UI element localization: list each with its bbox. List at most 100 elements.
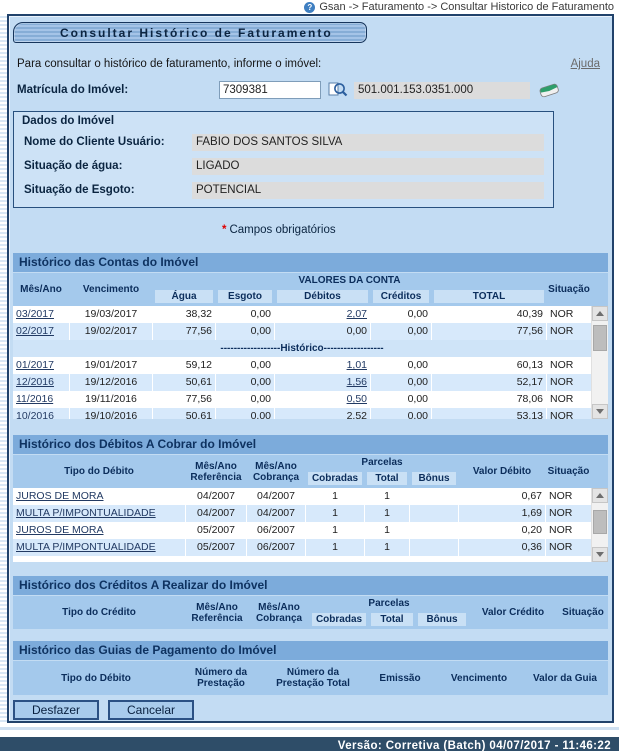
debito-row: MULTA P/IMPONTUALIDADE 05/2007 06/2007 1… — [13, 539, 591, 556]
vertical-scrollbar[interactable] — [591, 488, 608, 562]
col-vencimento: Vencimento — [450, 672, 508, 684]
button-row: Desfazer Cancelar — [13, 700, 612, 720]
esgoto-cell: 0,00 — [250, 359, 271, 371]
matricula-input[interactable] — [219, 81, 321, 99]
historico-separator: ------------------Histórico-------------… — [13, 340, 591, 357]
debito-link[interactable]: 1,01 — [346, 359, 367, 371]
col-tipo-credito: Tipo do Crédito — [62, 607, 136, 618]
guias-section: Histórico das Guias de Pagamento do Imóv… — [13, 641, 608, 695]
tipo-debito-link[interactable]: JUROS DE MORA — [16, 490, 104, 502]
desfazer-button[interactable]: Desfazer — [13, 700, 99, 720]
breadcrumb-bar: ? Gsan -> Faturamento -> Consultar Histo… — [0, 0, 619, 14]
debitos-rows: JUROS DE MORA 04/2007 04/2007 1 1 0,67 N… — [13, 488, 591, 562]
scroll-up-button[interactable] — [592, 488, 608, 503]
scroll-up-button[interactable] — [592, 306, 608, 321]
bonus-cell — [410, 522, 458, 539]
footer-divider — [0, 727, 619, 737]
vencimento-cell: 19/03/2017 — [84, 308, 138, 320]
valor-debito-cell: 1,69 — [459, 505, 545, 522]
col-total: Total — [367, 472, 407, 485]
esgoto-cell: 0,00 — [216, 408, 274, 419]
ajuda-link[interactable]: Ajuda — [570, 58, 600, 70]
debito-row: JUROS DE MORA 05/2007 06/2007 1 1 0,20 N… — [13, 522, 591, 539]
situacao-cell: NOR — [550, 393, 574, 405]
creditos-cell: 0,00 — [407, 393, 428, 405]
col-bonus: Bônus — [418, 613, 466, 626]
valor-debito-cell: 0,36 — [459, 539, 545, 556]
debitos-cell: 2,52 — [275, 408, 370, 419]
scroll-track[interactable] — [592, 321, 608, 404]
parcelas-group: Parcelas Cobradas Total Bônus — [306, 455, 458, 488]
cancelar-button[interactable]: Cancelar — [108, 700, 194, 720]
arrow-up-icon — [596, 493, 604, 498]
conta-row: 02/2017 19/02/2017 77,56 0,00 0,00 0,00 … — [13, 323, 591, 340]
search-icon[interactable] — [328, 81, 348, 99]
referencia-cell: 05/2007 — [186, 539, 246, 556]
col-debitos: Débitos — [277, 290, 368, 303]
eraser-icon[interactable] — [539, 82, 559, 99]
mes-ano-link[interactable]: 02/2017 — [16, 325, 54, 337]
breadcrumb[interactable]: Gsan -> Faturamento -> Consultar Histori… — [319, 1, 614, 13]
col-situacao: Situação — [547, 466, 590, 477]
vencimento-cell: 19/10/2016 — [70, 408, 152, 419]
col-mes-ano-referencia: Mês/Ano Referência — [190, 460, 242, 483]
dados-imovel-panel: Dados do Imóvel Nome do Cliente Usuário:… — [13, 111, 554, 208]
cobradas-cell: 1 — [332, 524, 338, 536]
creditos-cell: 0,00 — [407, 308, 428, 320]
scroll-thumb[interactable] — [593, 510, 607, 534]
mes-ano-link[interactable]: 03/2017 — [16, 308, 54, 320]
footer-bar: Versão: Corretiva (Batch) 04/07/2017 - 1… — [0, 737, 619, 751]
scroll-down-button[interactable] — [592, 547, 608, 562]
stripe-decoration — [0, 14, 7, 723]
creditos-cell: 0,00 — [371, 408, 431, 419]
col-esgoto: Esgoto — [218, 290, 272, 303]
mes-ano-link[interactable]: 11/2016 — [16, 393, 54, 405]
bonus-cell — [410, 505, 458, 522]
parcelas-group: Parcelas Cobradas Total Bônus — [310, 596, 468, 629]
contas-body: 03/2017 19/03/2017 38,32 0,00 2,07 0,00 … — [13, 306, 608, 419]
scroll-thumb[interactable] — [593, 325, 607, 351]
mes-ano-link[interactable]: 10/2016 — [16, 410, 54, 419]
nome-cliente-value: FABIO DOS SANTOS SILVA — [192, 133, 544, 151]
debitos-body: JUROS DE MORA 04/2007 04/2007 1 1 0,67 N… — [13, 488, 608, 562]
situacao-cell: NOR — [546, 505, 591, 522]
situacao-cell: NOR — [549, 524, 573, 536]
agua-cell: 59,12 — [185, 359, 212, 371]
dados-row-agua: Situação de água: LIGADO — [14, 154, 553, 178]
tipo-debito-link[interactable]: JUROS DE MORA — [16, 524, 104, 536]
col-tipo-debito: Tipo do Débito — [64, 466, 134, 477]
cobradas-cell: 1 — [306, 539, 364, 556]
debito-link[interactable]: 1,56 — [346, 376, 367, 388]
debito-link[interactable]: 0,50 — [346, 393, 367, 405]
col-situacao: Situação — [548, 284, 590, 295]
main-area: Consultar Histórico de Faturamento Para … — [0, 14, 619, 723]
debitos-cell: 0,00 — [275, 323, 370, 340]
matricula-label: Matrícula do Imóvel: — [17, 84, 129, 96]
col-mes-ano-cobranca: Mês/Ano Cobrança — [255, 601, 303, 624]
col-total: Total — [371, 613, 413, 626]
debito-row-partial — [13, 556, 591, 562]
scroll-down-button[interactable] — [592, 404, 608, 419]
scroll-track[interactable] — [592, 503, 608, 547]
referencia-cell: 04/2007 — [197, 490, 235, 502]
col-valor-debito: Valor Débito — [472, 466, 532, 477]
vertical-scrollbar[interactable] — [591, 306, 608, 419]
esgoto-cell: 0,00 — [216, 374, 274, 391]
mes-ano-link[interactable]: 01/2017 — [16, 359, 54, 371]
col-creditos: Créditos — [373, 290, 429, 303]
col-mes-ano: Mês/Ano — [20, 284, 62, 295]
tipo-debito-link[interactable]: MULTA P/IMPONTUALIDADE — [16, 541, 156, 553]
conta-row: 11/2016 19/11/2016 77,56 0,00 0,50 0,00 … — [13, 391, 591, 408]
tipo-debito-link[interactable]: MULTA P/IMPONTUALIDADE — [16, 507, 156, 519]
help-icon[interactable]: ? — [304, 1, 316, 13]
debito-row: MULTA P/IMPONTUALIDADE 04/2007 04/2007 1… — [13, 505, 591, 522]
mes-ano-link[interactable]: 12/2016 — [16, 376, 54, 388]
debito-link[interactable]: 2,07 — [346, 308, 367, 320]
esgoto-cell: 0,00 — [250, 308, 271, 320]
guias-section-title: Histórico das Guias de Pagamento do Imóv… — [13, 641, 608, 660]
content-frame: Consultar Histórico de Faturamento Para … — [7, 14, 614, 723]
contas-header: Mês/Ano Vencimento VALORES DA CONTA Água… — [13, 273, 608, 306]
col-total: TOTAL — [434, 290, 544, 303]
magnifier-glyph — [328, 82, 348, 97]
